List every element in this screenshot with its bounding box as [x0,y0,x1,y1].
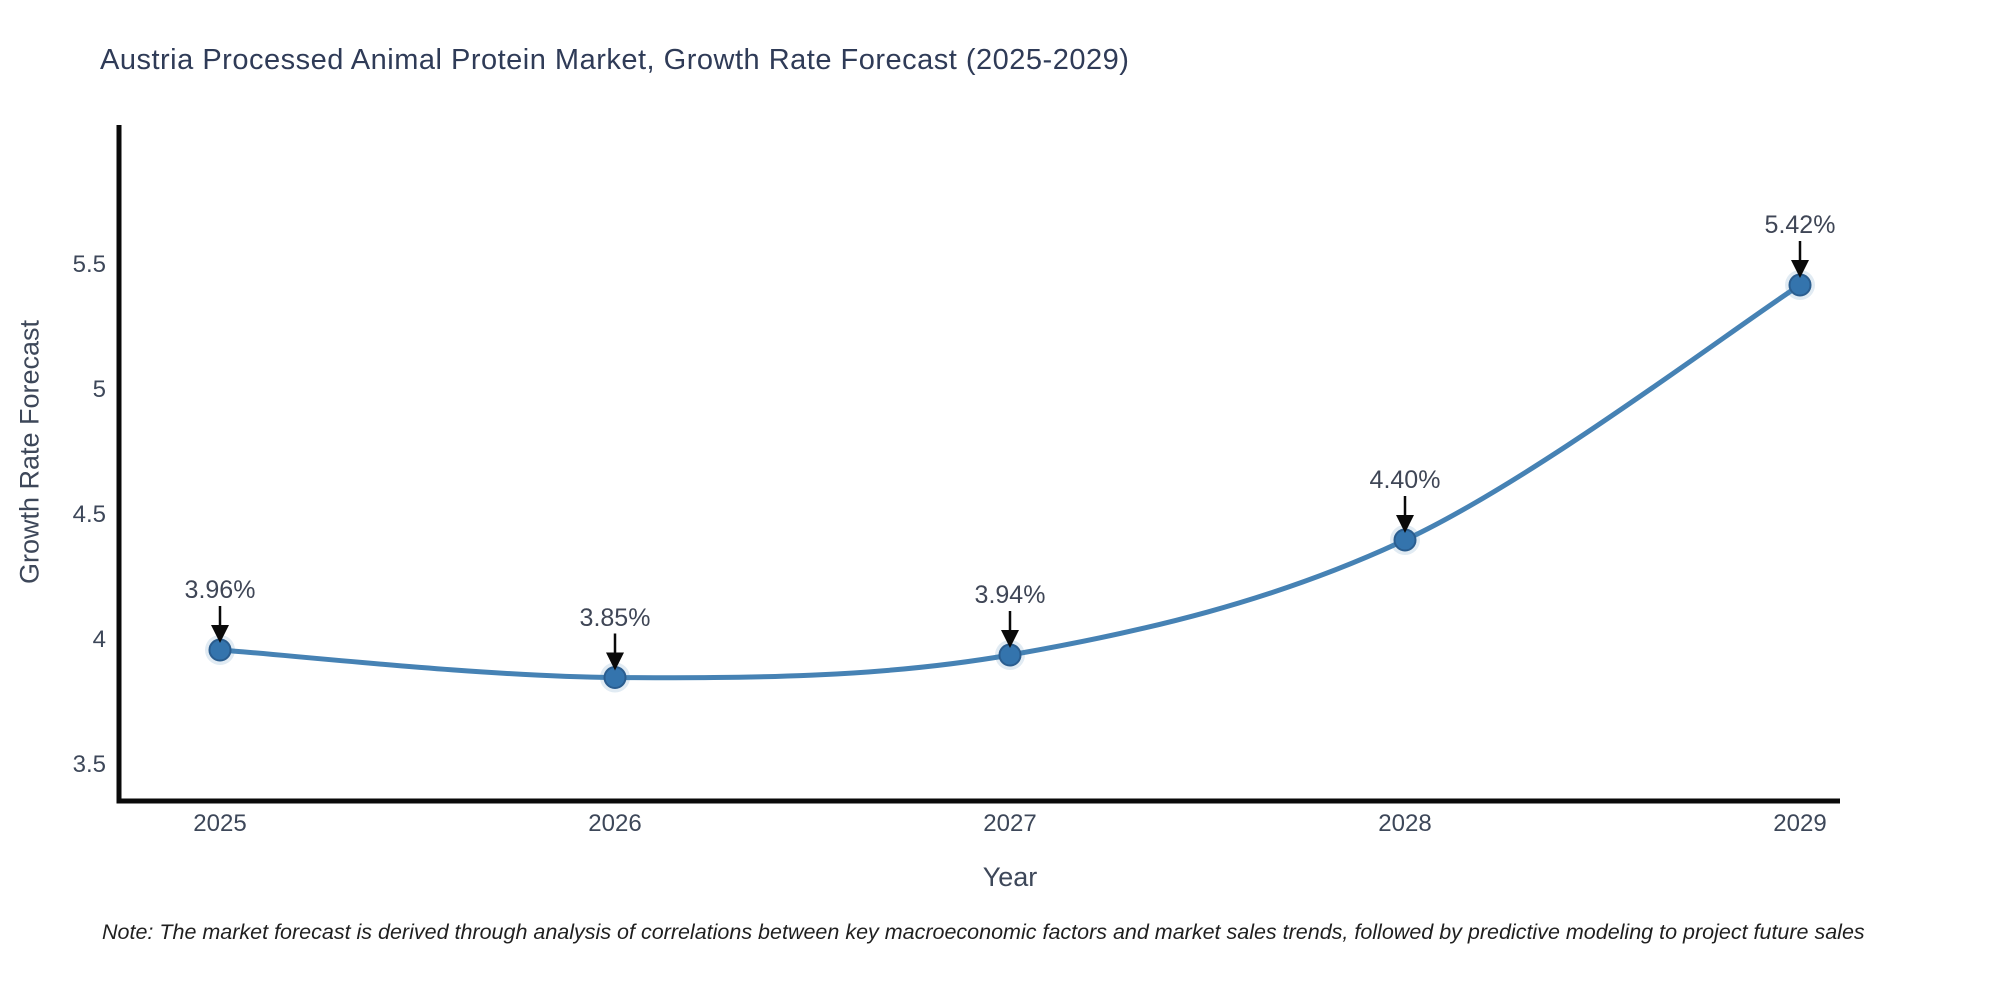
data-point-annotation: 5.42% [1764,211,1836,239]
chart-title: Austria Processed Animal Protein Market,… [100,44,1130,76]
x-tick-label: 2025 [193,810,247,837]
annotation-arrow-head [1791,260,1809,278]
x-axis-title: Year [982,862,1038,892]
y-tick-label: 4.5 [72,501,106,528]
y-tick-label: 3.5 [72,751,106,778]
x-tick-label: 2029 [1773,810,1827,837]
y-axis-spine [116,125,122,804]
x-tick-label: 2028 [1378,810,1432,837]
data-point-annotation: 3.94% [974,581,1046,609]
x-axis-spine [116,798,1840,804]
data-point-annotation: 3.85% [579,603,651,632]
data-point-annotation: 4.40% [1369,466,1441,494]
data-point-annotation: 3.96% [184,576,256,604]
annotation-arrow-head [1396,515,1414,533]
y-tick-label: 4 [92,626,106,653]
annotation-arrow-head [606,652,624,671]
annotation-arrow-head [211,625,229,643]
y-tick-label: 5.5 [72,251,106,278]
annotation-arrow-head [1001,630,1019,648]
x-tick-label: 2027 [983,810,1037,837]
y-tick-label: 5 [92,376,106,403]
x-tick-label: 2026 [588,810,642,837]
chart-footnote: Note: The market forecast is derived thr… [102,920,1865,944]
